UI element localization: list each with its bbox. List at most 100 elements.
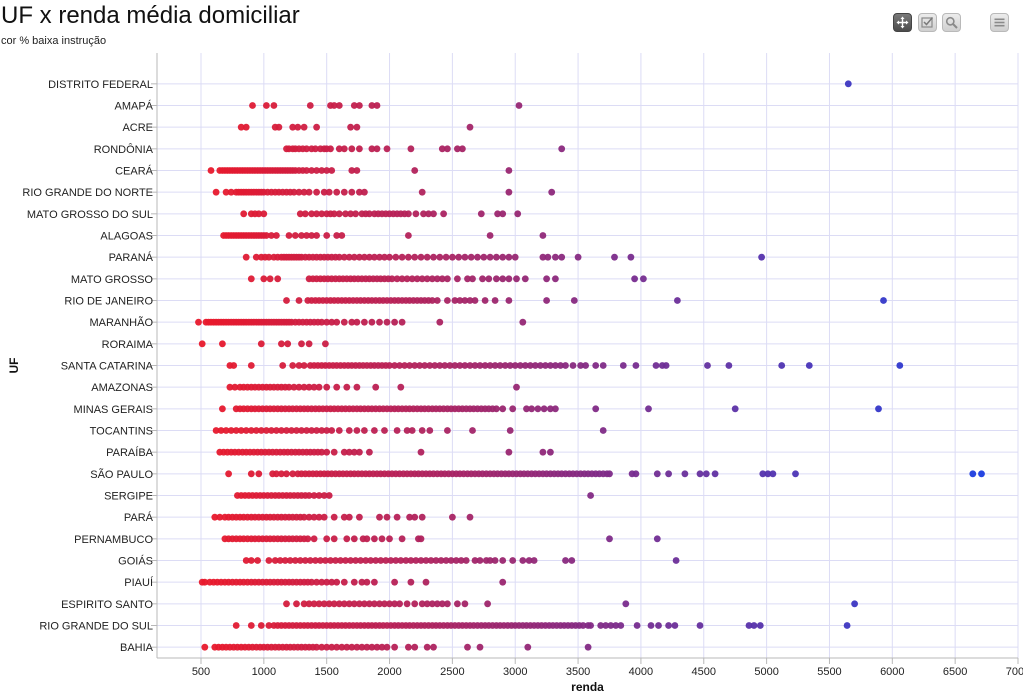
data-point[interactable] <box>278 340 285 348</box>
data-point[interactable] <box>381 427 388 434</box>
data-point[interactable] <box>393 513 401 521</box>
data-point[interactable] <box>413 275 421 283</box>
data-point[interactable] <box>731 405 739 413</box>
data-point[interactable] <box>393 427 401 434</box>
data-point[interactable] <box>281 557 289 564</box>
data-point[interactable] <box>327 557 334 564</box>
data-point[interactable] <box>416 362 424 369</box>
data-point[interactable] <box>843 622 851 629</box>
data-point[interactable] <box>195 318 202 326</box>
data-point[interactable] <box>524 643 532 651</box>
data-point[interactable] <box>494 210 501 218</box>
data-point[interactable] <box>444 427 451 434</box>
data-point[interactable] <box>672 557 680 564</box>
data-point[interactable] <box>373 102 381 109</box>
data-point[interactable] <box>333 643 341 651</box>
data-point[interactable] <box>335 145 343 153</box>
data-point[interactable] <box>423 643 431 651</box>
data-point[interactable] <box>363 643 371 651</box>
data-point[interactable] <box>296 210 304 218</box>
data-point[interactable] <box>505 275 513 283</box>
data-point[interactable] <box>335 253 343 261</box>
data-point[interactable] <box>455 253 463 261</box>
data-point[interactable] <box>263 102 270 109</box>
data-point[interactable] <box>288 427 295 434</box>
data-point[interactable] <box>444 600 451 608</box>
data-point[interactable] <box>459 145 466 153</box>
data-point[interactable] <box>313 232 320 239</box>
data-point[interactable] <box>403 427 411 434</box>
data-point[interactable] <box>442 557 450 564</box>
data-point[interactable] <box>652 362 660 369</box>
data-point[interactable] <box>420 210 427 218</box>
data-point[interactable] <box>323 578 331 586</box>
data-point[interactable] <box>599 362 607 369</box>
data-point[interactable] <box>353 318 361 326</box>
data-point[interactable] <box>343 643 351 651</box>
data-point[interactable] <box>606 535 613 543</box>
data-point[interactable] <box>436 253 444 261</box>
data-point[interactable] <box>289 362 297 369</box>
data-point[interactable] <box>338 643 346 651</box>
data-point[interactable] <box>361 253 368 261</box>
data-point[interactable] <box>467 253 475 261</box>
data-point[interactable] <box>323 448 331 456</box>
data-point[interactable] <box>466 123 474 131</box>
data-point[interactable] <box>312 145 319 153</box>
data-point[interactable] <box>295 362 303 369</box>
data-point[interactable] <box>335 102 343 109</box>
data-point[interactable] <box>232 622 240 629</box>
data-point[interactable] <box>305 188 313 196</box>
data-point[interactable] <box>323 383 331 391</box>
data-point[interactable] <box>226 383 234 391</box>
data-point[interactable] <box>300 600 308 608</box>
data-point[interactable] <box>505 188 513 196</box>
data-point[interactable] <box>386 600 393 608</box>
data-point[interactable] <box>491 362 499 369</box>
data-point[interactable] <box>514 210 522 218</box>
data-point[interactable] <box>417 557 425 564</box>
data-point[interactable] <box>305 513 313 521</box>
data-point[interactable] <box>298 427 305 434</box>
data-point[interactable] <box>308 232 315 239</box>
data-point[interactable] <box>574 253 582 261</box>
data-point[interactable] <box>219 340 226 348</box>
data-point[interactable] <box>461 600 469 608</box>
data-point[interactable] <box>446 362 454 369</box>
data-point[interactable] <box>521 275 529 283</box>
data-point[interactable] <box>481 297 489 304</box>
data-point[interactable] <box>430 643 437 651</box>
data-point[interactable] <box>493 275 500 283</box>
data-point[interactable] <box>480 253 488 261</box>
data-point[interactable] <box>366 253 373 261</box>
data-point[interactable] <box>438 145 446 153</box>
data-point[interactable] <box>289 123 297 131</box>
data-point[interactable] <box>406 362 413 369</box>
data-point[interactable] <box>352 210 359 218</box>
data-point[interactable] <box>617 622 625 629</box>
data-point[interactable] <box>284 340 292 348</box>
data-point[interactable] <box>315 513 323 521</box>
data-point[interactable] <box>438 275 446 283</box>
data-point[interactable] <box>257 427 265 434</box>
data-point[interactable] <box>792 470 799 478</box>
data-point[interactable] <box>325 492 333 499</box>
data-point[interactable] <box>539 232 547 239</box>
data-point[interactable] <box>219 405 226 413</box>
data-point[interactable] <box>350 253 358 261</box>
data-point[interactable] <box>449 513 456 521</box>
data-point[interactable] <box>350 578 358 586</box>
data-point[interactable] <box>265 622 273 629</box>
data-point[interactable] <box>396 600 403 608</box>
data-point[interactable] <box>454 145 461 153</box>
data-point[interactable] <box>283 470 290 478</box>
data-point[interactable] <box>340 188 348 196</box>
data-point[interactable] <box>505 448 513 456</box>
data-point[interactable] <box>310 535 318 543</box>
data-point[interactable] <box>356 102 363 109</box>
data-point[interactable] <box>515 102 523 109</box>
data-point[interactable] <box>328 578 336 586</box>
data-point[interactable] <box>296 557 304 564</box>
data-point[interactable] <box>398 535 406 543</box>
data-point[interactable] <box>347 123 354 131</box>
